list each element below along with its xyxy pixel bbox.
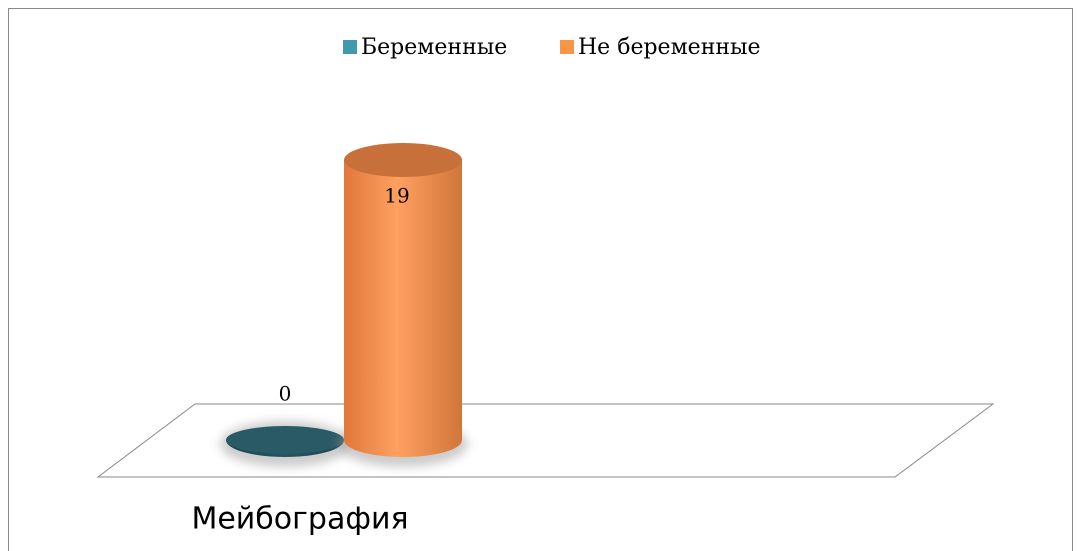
bar-body xyxy=(344,160,462,457)
legend-swatch xyxy=(560,40,574,54)
bar-top xyxy=(344,143,462,177)
chart-frame xyxy=(8,8,1073,551)
legend-label: Беременные xyxy=(361,35,507,60)
bar-top xyxy=(226,426,344,454)
x-tick-label: Мейбография xyxy=(191,502,408,537)
data-label: 19 xyxy=(384,184,409,208)
legend-swatch xyxy=(343,40,357,54)
data-label: 0 xyxy=(279,382,292,406)
legend-label: Не беременные xyxy=(578,35,761,60)
bar xyxy=(226,426,344,457)
bar xyxy=(344,143,462,457)
